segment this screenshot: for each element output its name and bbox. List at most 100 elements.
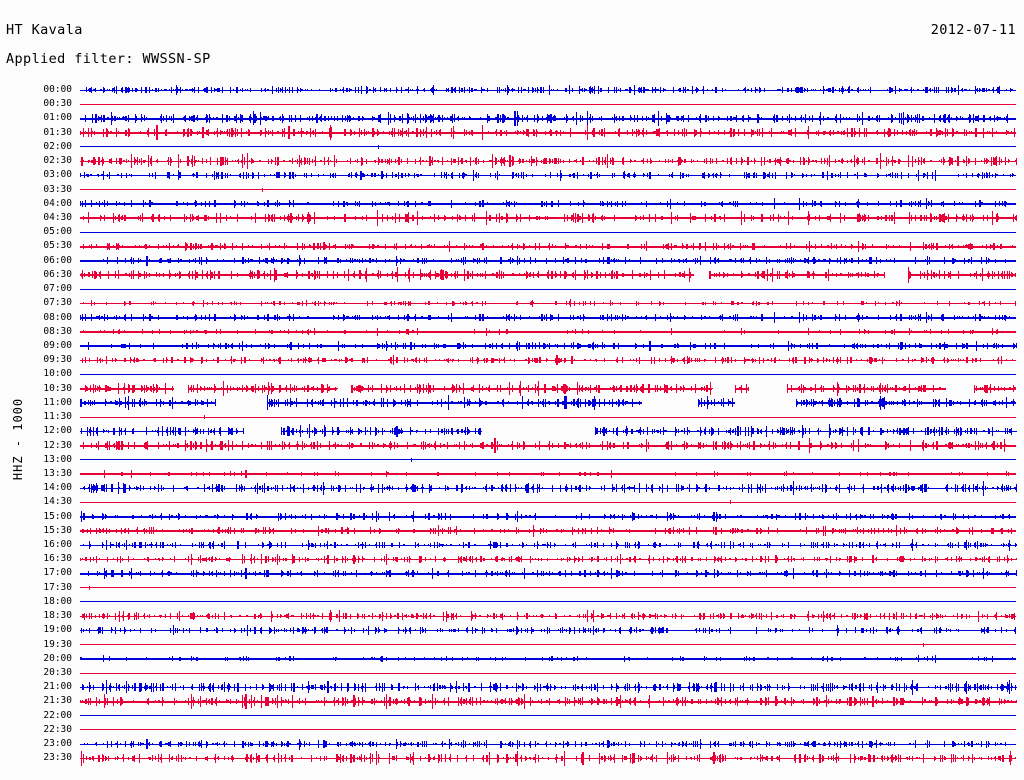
trace-time-label: 21:30 — [0, 694, 72, 708]
trace-waveform — [80, 353, 1016, 367]
trace-time-label: 18:30 — [0, 609, 72, 623]
trace-row: 23:30 — [0, 751, 1024, 765]
station-title: HT Kavala — [6, 22, 83, 38]
trace-time-label: 20:30 — [0, 666, 72, 680]
trace-row: 04:30 — [0, 211, 1024, 225]
trace-row: 11:30 — [0, 410, 1024, 424]
trace-waveform — [80, 126, 1016, 140]
trace-waveform — [80, 666, 1016, 680]
trace-time-label: 11:30 — [0, 410, 72, 424]
trace-row: 21:30 — [0, 694, 1024, 708]
trace-time-label: 19:30 — [0, 638, 72, 652]
trace-row: 16:30 — [0, 552, 1024, 566]
trace-row: 10:00 — [0, 367, 1024, 381]
trace-time-label: 07:00 — [0, 282, 72, 296]
trace-time-label: 08:00 — [0, 311, 72, 325]
trace-row: 07:00 — [0, 282, 1024, 296]
trace-row: 01:00 — [0, 111, 1024, 125]
trace-time-label: 15:00 — [0, 510, 72, 524]
trace-waveform — [80, 609, 1016, 623]
trace-row: 08:30 — [0, 325, 1024, 339]
trace-time-label: 22:00 — [0, 709, 72, 723]
trace-time-label: 20:00 — [0, 652, 72, 666]
trace-waveform — [80, 140, 1016, 154]
trace-waveform — [80, 638, 1016, 652]
trace-row: 02:00 — [0, 140, 1024, 154]
trace-time-label: 07:30 — [0, 296, 72, 310]
trace-time-label: 01:00 — [0, 111, 72, 125]
trace-waveform — [80, 311, 1016, 325]
trace-time-label: 04:30 — [0, 211, 72, 225]
trace-waveform — [80, 680, 1016, 694]
trace-waveform — [80, 111, 1016, 125]
trace-waveform — [80, 538, 1016, 552]
trace-time-label: 16:00 — [0, 538, 72, 552]
trace-time-label: 03:30 — [0, 183, 72, 197]
trace-row: 04:00 — [0, 197, 1024, 211]
trace-time-label: 05:00 — [0, 225, 72, 239]
trace-waveform — [80, 211, 1016, 225]
trace-row: 03:30 — [0, 183, 1024, 197]
trace-waveform — [80, 410, 1016, 424]
trace-time-label: 13:00 — [0, 453, 72, 467]
trace-time-label: 23:30 — [0, 751, 72, 765]
trace-time-label: 17:30 — [0, 581, 72, 595]
trace-time-label: 17:00 — [0, 566, 72, 580]
header: HT Kavala 2012-07-11 Applied filter: WWS… — [0, 0, 1024, 78]
trace-row: 20:00 — [0, 652, 1024, 666]
trace-waveform — [80, 566, 1016, 580]
trace-row: 23:00 — [0, 737, 1024, 751]
trace-waveform — [80, 325, 1016, 339]
trace-waveform — [80, 737, 1016, 751]
record-date: 2012-07-11 — [931, 22, 1016, 38]
trace-waveform — [80, 367, 1016, 381]
trace-waveform — [80, 183, 1016, 197]
segment-start-marker — [188, 385, 189, 393]
trace-waveform — [80, 83, 1016, 97]
segment-start-marker — [267, 399, 268, 407]
segment-start-marker — [796, 399, 797, 407]
trace-time-label: 06:30 — [0, 268, 72, 282]
trace-waveform — [80, 268, 1016, 282]
trace-row: 11:00 — [0, 396, 1024, 410]
trace-waveform — [80, 282, 1016, 296]
trace-row: 05:00 — [0, 225, 1024, 239]
trace-row: 15:00 — [0, 510, 1024, 524]
trace-time-label: 14:30 — [0, 495, 72, 509]
trace-waveform — [80, 154, 1016, 168]
trace-waveform — [80, 595, 1016, 609]
trace-time-label: 14:00 — [0, 481, 72, 495]
trace-row: 12:30 — [0, 439, 1024, 453]
trace-time-label: 10:30 — [0, 382, 72, 396]
trace-row: 10:30 — [0, 382, 1024, 396]
trace-row: 22:00 — [0, 709, 1024, 723]
trace-waveform — [80, 581, 1016, 595]
segment-start-marker — [974, 385, 975, 393]
trace-waveform — [80, 481, 1016, 495]
trace-row: 16:00 — [0, 538, 1024, 552]
trace-waveform — [80, 751, 1016, 765]
trace-time-label: 12:30 — [0, 439, 72, 453]
trace-row: 18:00 — [0, 595, 1024, 609]
segment-start-marker — [709, 271, 710, 279]
trace-row: 09:00 — [0, 339, 1024, 353]
trace-time-label: 18:00 — [0, 595, 72, 609]
trace-time-label: 02:30 — [0, 154, 72, 168]
trace-row: 00:30 — [0, 97, 1024, 111]
trace-waveform — [80, 97, 1016, 111]
trace-time-label: 05:30 — [0, 239, 72, 253]
trace-time-label: 08:30 — [0, 325, 72, 339]
trace-time-label: 09:00 — [0, 339, 72, 353]
trace-time-label: 12:00 — [0, 424, 72, 438]
trace-row: 17:00 — [0, 566, 1024, 580]
trace-row: 21:00 — [0, 680, 1024, 694]
trace-row: 13:00 — [0, 453, 1024, 467]
trace-row: 06:00 — [0, 254, 1024, 268]
trace-row: 20:30 — [0, 666, 1024, 680]
trace-waveform — [80, 197, 1016, 211]
trace-row: 02:30 — [0, 154, 1024, 168]
trace-time-label: 09:30 — [0, 353, 72, 367]
seismogram-plot: 00:00 00:30 01:00 01:30 02:00 02:30 03:00 03:30… — [0, 78, 1024, 778]
trace-time-label: 04:00 — [0, 197, 72, 211]
trace-row: 06:30 — [0, 268, 1024, 282]
